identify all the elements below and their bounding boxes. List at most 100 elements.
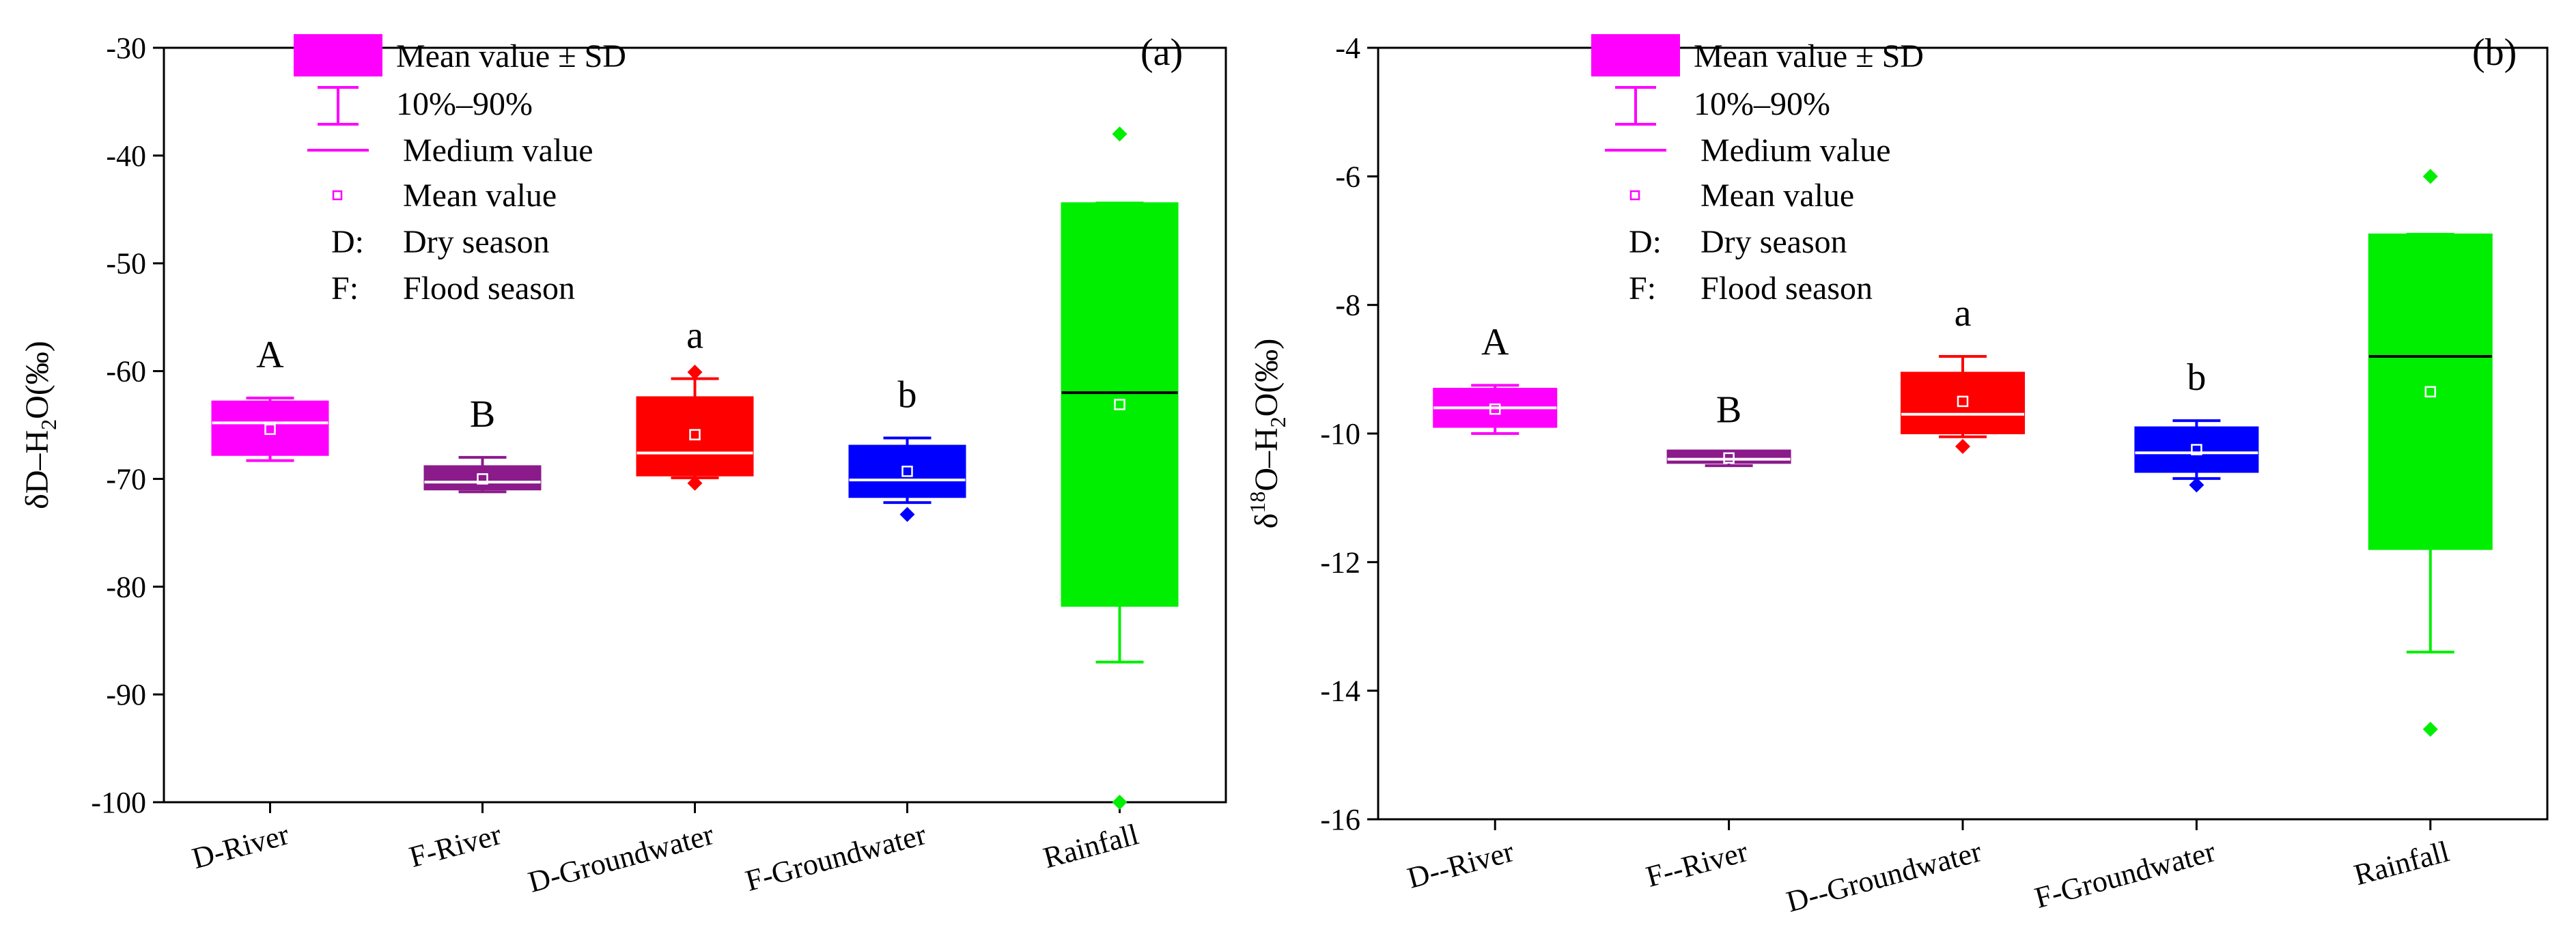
mean-marker xyxy=(1114,399,1125,410)
legend-label-dry: Dry season xyxy=(1700,224,1847,260)
legend-swatch-sd xyxy=(1591,34,1680,76)
box-body xyxy=(2368,233,2493,550)
legend-mean-marker xyxy=(1629,190,1640,201)
legend-label-mean: Mean value xyxy=(403,178,557,214)
legend-key-d: D: xyxy=(1629,224,1662,260)
y-tick-label: -4 xyxy=(1335,31,1360,65)
x-tick-label: Rainfall xyxy=(1040,817,1143,875)
outlier-point xyxy=(899,507,915,522)
box-body xyxy=(848,444,966,498)
x-tick-label: D--Groundwater xyxy=(1783,834,1985,918)
legend-key-f: F: xyxy=(1629,270,1656,307)
chart-panel-b: -4 -6 -8 -10 -12 -14 -16 D--River F--River D--Gro… xyxy=(1245,31,2549,919)
y-axis-title-part: O(‰) xyxy=(1248,339,1285,417)
mean-marker xyxy=(1957,395,1969,408)
y-tick-label: -50 xyxy=(106,247,146,281)
x-tick-label: F-River xyxy=(406,817,505,874)
x-tick-label: D--River xyxy=(1404,834,1517,895)
legend-key-d: D: xyxy=(331,224,364,260)
outlier-point xyxy=(1112,795,1128,810)
box-rainfall xyxy=(1061,126,1179,810)
mean-marker xyxy=(1489,403,1501,415)
y-tick-label: -10 xyxy=(1320,417,1360,451)
box-f-groundwater: b xyxy=(2134,356,2259,493)
box-body xyxy=(211,400,329,456)
x-tick-label: F-Groundwater xyxy=(2031,834,2219,915)
x-tick-label: Rainfall xyxy=(2351,834,2453,892)
legend-label-sd: Mean value ± SD xyxy=(1694,38,1924,74)
legend: Mean value ± SD 10%–90% Medium value Mean v… xyxy=(1591,34,1924,307)
outlier-point xyxy=(2422,722,2438,737)
significance-letter: b xyxy=(2187,356,2206,399)
panel-label: (b) xyxy=(2472,31,2517,74)
box-f-river: B xyxy=(1666,388,1791,468)
y-tick-label: -12 xyxy=(1320,546,1360,579)
outlier-point xyxy=(687,475,703,491)
outlier-point xyxy=(2422,169,2438,184)
box-d-river: A xyxy=(1433,321,1558,435)
legend-label-flood: Flood season xyxy=(403,270,575,307)
y-tick-label: -8 xyxy=(1335,289,1360,322)
mean-marker xyxy=(901,466,913,477)
significance-letter: b xyxy=(898,373,917,416)
outlier-point xyxy=(687,365,703,380)
box-d-groundwater: a xyxy=(1901,292,2025,454)
y-axis-title-part: 2 xyxy=(36,419,61,430)
mean-marker xyxy=(477,473,488,485)
y-tick-label: -100 xyxy=(91,786,146,819)
outlier-point xyxy=(1955,438,1970,454)
legend-label-range: 10%–90% xyxy=(396,86,533,122)
box-body xyxy=(636,396,754,477)
x-tick-label: F--River xyxy=(1642,834,1751,894)
box-f-groundwater: b xyxy=(848,373,966,522)
legend-label-mean: Mean value xyxy=(1700,178,1854,214)
mean-marker xyxy=(2191,444,2202,455)
mean-marker xyxy=(2424,386,2437,398)
legend-swatch-sd xyxy=(294,34,382,76)
legend-label-median: Medium value xyxy=(1700,132,1891,169)
y-tick-label: -80 xyxy=(106,570,146,604)
box-body xyxy=(1901,371,2025,435)
significance-letter: a xyxy=(1955,292,1972,335)
y-tick-label: -14 xyxy=(1320,675,1360,708)
significance-letter: A xyxy=(256,334,284,376)
legend-label-sd: Mean value ± SD xyxy=(396,38,626,74)
y-tick-label: -6 xyxy=(1335,160,1360,193)
legend-label-flood: Flood season xyxy=(1700,270,1873,307)
box-body xyxy=(1061,202,1179,607)
chart-panel-a: -30 -40 -50 -60 -70 -80 -90 -100 D-River F-River D… xyxy=(19,31,1227,899)
y-tick-label: -90 xyxy=(106,678,146,711)
y-tick-label: -16 xyxy=(1320,803,1360,836)
outlier-point xyxy=(1112,126,1128,142)
legend-mean-marker xyxy=(332,190,343,201)
box-rainfall xyxy=(2368,169,2493,737)
x-tick-label: F-Groundwater xyxy=(742,817,929,898)
mean-marker xyxy=(689,429,701,440)
y-axis-title: δ18O–H2O(‰) xyxy=(1245,339,1290,529)
y-axis-title-part: O–H xyxy=(1248,427,1285,491)
y-tick-label: -70 xyxy=(106,462,146,496)
box-f-river: B xyxy=(423,393,542,494)
y-tick-label: -40 xyxy=(106,139,146,173)
legend: Mean value ± SD 10%–90% Medium value Mean v… xyxy=(294,34,626,307)
legend-key-f: F: xyxy=(331,270,359,307)
y-axis-title: δD–H2O(‰) xyxy=(19,341,61,509)
significance-letter: A xyxy=(1481,321,1509,363)
box-body xyxy=(423,465,542,491)
y-axis-title-part: 18 xyxy=(1245,492,1270,513)
y-axis-title-part: 2 xyxy=(1265,416,1290,427)
y-tick-label: -60 xyxy=(106,355,146,388)
legend-label-median: Medium value xyxy=(403,132,593,169)
x-tick-label: D-Groundwater xyxy=(524,817,717,899)
panel-label: (a) xyxy=(1140,31,1183,74)
significance-letter: B xyxy=(1716,388,1741,431)
legend-label-range: 10%–90% xyxy=(1694,86,1830,122)
y-axis-title-part: δ xyxy=(1248,513,1285,529)
box-d-river: A xyxy=(211,334,329,462)
significance-letter: a xyxy=(686,315,703,357)
box-body xyxy=(1666,449,1791,464)
y-tick-label: -30 xyxy=(106,31,146,65)
mean-marker xyxy=(1723,452,1735,464)
outlier-point xyxy=(2189,477,2204,493)
box-body xyxy=(2134,426,2259,473)
